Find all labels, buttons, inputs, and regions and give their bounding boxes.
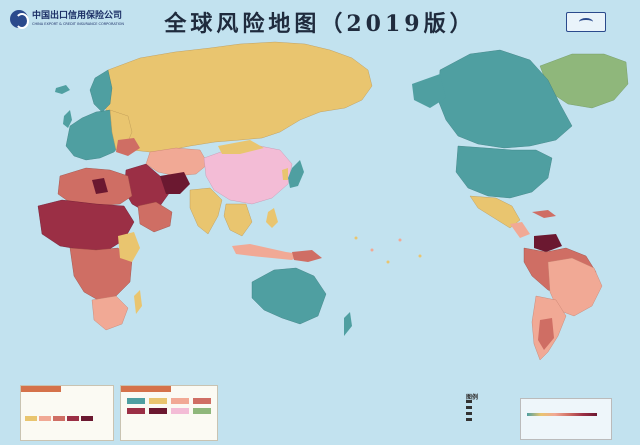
region-argentina[interactable] [538,318,554,350]
region-usa[interactable] [455,145,553,199]
info-panel-left-bars [25,416,93,421]
region-arabia[interactable] [137,201,173,233]
legend-symbol [466,418,472,421]
legend-symbol [466,412,472,415]
legend-swatch [81,416,93,421]
info-panel-left [20,385,114,441]
region-india[interactable] [189,187,223,235]
region-central-america[interactable] [510,222,530,238]
region-philippines[interactable] [266,208,278,228]
legend-swatch [127,408,145,414]
org-name-cn: 中国出口信用保险公司 [32,10,123,21]
legend-swatch [193,398,211,404]
region-central-africa[interactable] [69,247,133,301]
legend-title: 图例 [466,394,479,401]
legend-swatch [149,398,167,404]
legend-symbol-list [466,400,526,421]
region-libya[interactable] [92,178,108,194]
partner-logo [566,12,606,32]
region-pacific-island[interactable] [398,238,402,242]
legend-swatch [149,408,167,414]
region-ukraine[interactable] [116,138,140,156]
legend-symbol [466,406,472,409]
region-madagascar[interactable] [134,290,142,314]
info-panel-center [120,385,218,441]
region-iceland[interactable] [55,85,70,94]
region-iran-afghanistan[interactable] [160,172,190,194]
legend-swatch [39,416,51,421]
legend-swatch [67,416,79,421]
partner-logo-icon [579,18,593,26]
region-caribbean[interactable] [532,210,556,218]
region-venezuela[interactable] [534,234,562,252]
region-pacific-island[interactable] [354,236,358,240]
legend-scale [520,398,612,440]
region-russia[interactable] [103,41,373,153]
legend-scale-bar [527,413,597,416]
legend-swatch [53,416,65,421]
region-greenland[interactable] [539,53,629,109]
legend-swatch [25,416,37,421]
org-logo: 中国出口信用保险公司 CHINA EXPORT & CREDIT INSURAN… [10,10,124,29]
region-southeast-asia[interactable] [223,203,253,237]
region-new-zealand[interactable] [344,312,352,336]
region-scandinavia[interactable] [89,69,113,113]
region-mexico[interactable] [469,195,521,229]
info-panel-center-header [121,386,171,392]
region-indonesia[interactable] [232,244,300,260]
region-new-guinea[interactable] [292,250,322,262]
org-name-en: CHINA EXPORT & CREDIT INSURANCE CORPORAT… [32,21,124,26]
region-east-africa[interactable] [118,232,140,262]
page-title: 全球风险地图（2019版） [164,11,476,37]
region-pacific-island[interactable] [370,248,374,252]
info-panel-center-grid [127,398,211,414]
legend-swatch [193,408,211,414]
region-southern-africa[interactable] [91,295,129,331]
region-central-asia[interactable] [145,147,209,177]
org-logo-icon [10,10,29,29]
region-mongolia[interactable] [218,140,264,154]
legend-swatch [127,398,145,404]
info-panel-left-header [21,386,61,392]
legend-symbol [466,400,472,403]
region-alaska[interactable] [412,74,446,108]
region-canada[interactable] [437,49,573,149]
region-pacific-island[interactable] [386,260,390,264]
legend-block [466,400,526,438]
region-japan[interactable] [288,160,304,188]
region-korea[interactable] [282,168,288,180]
region-brazil[interactable] [547,257,603,317]
region-australia[interactable] [251,267,327,325]
legend-swatch [171,398,189,404]
region-pacific-island[interactable] [418,254,422,258]
region-uk[interactable] [63,110,72,128]
legend-swatch [171,408,189,414]
